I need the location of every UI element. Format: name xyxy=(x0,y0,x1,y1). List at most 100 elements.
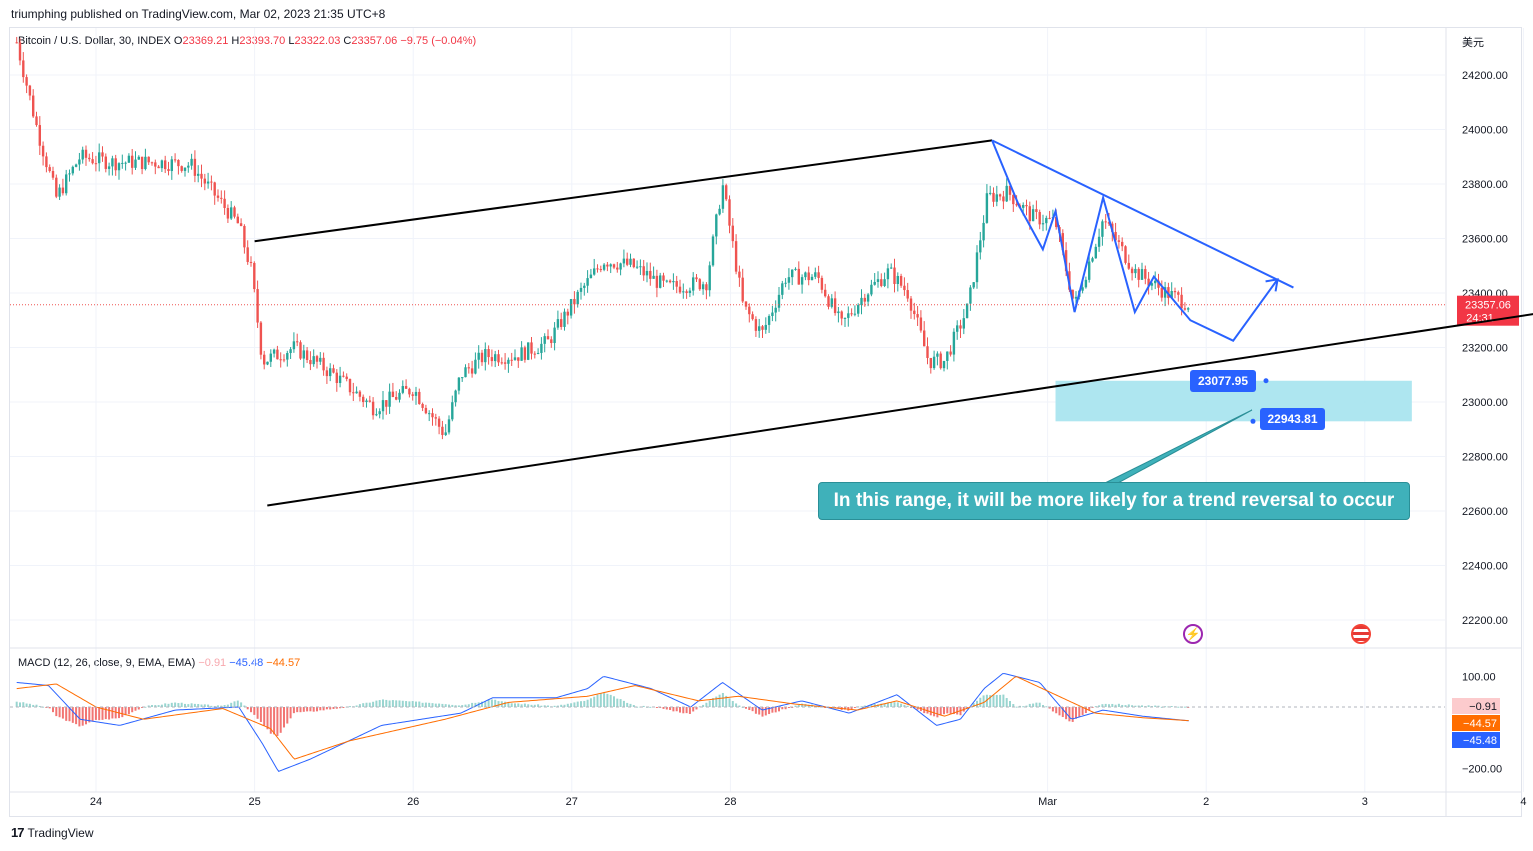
price-tick-label: 23200.00 xyxy=(1462,343,1508,355)
macd-histogram-bar xyxy=(355,705,358,707)
macd-histogram-bar xyxy=(632,705,635,707)
candle-body xyxy=(147,156,150,163)
candle-body xyxy=(213,182,216,196)
macd-line[interactable] xyxy=(16,673,1189,772)
macd-histogram-bar xyxy=(1051,707,1054,712)
candle-body xyxy=(144,156,147,170)
candle-body xyxy=(979,240,982,253)
candle-body xyxy=(688,290,692,293)
candle-body xyxy=(385,400,388,407)
macd-histogram-bar xyxy=(560,704,563,707)
resistance-line[interactable] xyxy=(991,139,1294,289)
macd-histogram-bar xyxy=(223,705,226,707)
macd-histogram-bar xyxy=(642,705,645,707)
candle-body xyxy=(573,298,576,305)
candle-body xyxy=(134,159,137,168)
macd-badge-text: −45.48 xyxy=(1463,735,1497,747)
candle-body xyxy=(25,77,28,86)
candle-body xyxy=(1134,268,1137,274)
candle-body xyxy=(883,279,886,286)
candle-body xyxy=(154,162,157,167)
macd-histogram-bar xyxy=(490,699,493,707)
candle-body xyxy=(124,162,127,164)
macd-histogram-bar xyxy=(507,702,510,707)
candle-body xyxy=(48,167,51,172)
tradingview-logo[interactable]: 17 TradingView xyxy=(11,825,94,840)
candle-body xyxy=(368,400,371,402)
candle-body xyxy=(167,169,170,172)
candle-body xyxy=(266,361,269,365)
macd-histogram-bar xyxy=(728,698,731,707)
macd-histogram-bar xyxy=(299,707,302,713)
macd-histogram-bar xyxy=(283,707,285,728)
macd-histogram-bar xyxy=(65,707,68,721)
macd-histogram-bar xyxy=(1042,705,1044,707)
zone-handle[interactable] xyxy=(1263,378,1269,384)
symbol-name[interactable]: Bitcoin / U.S. Dollar, 30, INDEX xyxy=(18,35,171,47)
trendline[interactable] xyxy=(267,305,1533,507)
macd-histogram-bar xyxy=(48,707,51,709)
candle-body xyxy=(926,346,929,358)
macd-histogram-bar xyxy=(672,707,675,712)
macd-histogram-bar xyxy=(606,693,609,707)
macd-histogram-bar xyxy=(599,693,602,707)
macd-histogram-bar xyxy=(530,704,533,707)
macd-tick-label: −200.00 xyxy=(1462,763,1502,775)
macd-histogram-bar xyxy=(279,707,282,733)
currency-label[interactable]: 美元 xyxy=(1462,37,1484,49)
macd-histogram-bar xyxy=(943,707,945,715)
candle-body xyxy=(1114,231,1117,241)
candle-body xyxy=(467,367,470,369)
candle-body xyxy=(206,181,210,184)
candle-body xyxy=(117,163,121,171)
macd-histogram-bar xyxy=(662,707,665,709)
macd-histogram-bar xyxy=(431,703,434,707)
macd-histogram-bar xyxy=(778,707,780,712)
candle-body xyxy=(791,269,794,278)
macd-histogram-bar xyxy=(160,704,163,707)
candle-body xyxy=(969,287,972,304)
macd-histogram-bar xyxy=(203,704,206,707)
lower-level-label[interactable]: 22943.81 xyxy=(1260,408,1325,430)
candle-body xyxy=(381,400,385,412)
candle-body xyxy=(820,277,824,290)
macd-histogram-bar xyxy=(976,700,978,707)
macd-histogram-bar xyxy=(952,707,955,715)
macd-histogram-bar xyxy=(302,707,305,712)
upper-level-label[interactable]: 23077.95 xyxy=(1190,370,1256,392)
macd-histogram-bar xyxy=(1012,704,1015,707)
candle-body xyxy=(140,156,144,170)
macd-histogram-bar xyxy=(1121,704,1124,707)
zone-handle[interactable] xyxy=(1250,418,1256,424)
bolt-icon[interactable]: ⚡ xyxy=(1183,624,1203,644)
macd-histogram-bar xyxy=(583,700,586,707)
trendline[interactable] xyxy=(254,139,993,243)
signal-line[interactable] xyxy=(16,676,1189,760)
macd-histogram-bar xyxy=(101,707,104,720)
histogram-badge[interactable] xyxy=(1452,698,1500,714)
macd-histogram-bar xyxy=(1084,707,1087,714)
symbol-legend[interactable]: Bitcoin / U.S. Dollar, 30, INDEX O23369.… xyxy=(18,35,476,47)
macd-histogram-bar xyxy=(114,707,117,719)
macd-histogram-bar xyxy=(774,707,777,713)
projection-path[interactable] xyxy=(991,140,1279,342)
candle-body xyxy=(596,268,599,270)
candle-body xyxy=(781,283,784,295)
candle-body xyxy=(338,375,342,384)
candle-body xyxy=(738,271,741,278)
candle-body xyxy=(566,311,569,316)
callout-box[interactable]: In this range, it will be more likely fo… xyxy=(818,482,1410,520)
candle-body xyxy=(985,193,989,223)
candle-body xyxy=(1071,289,1074,299)
macd-histogram-bar xyxy=(603,693,606,707)
signal-badge[interactable] xyxy=(1452,715,1500,731)
us-flag-icon[interactable] xyxy=(1351,624,1371,644)
candle-body xyxy=(332,368,335,373)
macd-badge[interactable] xyxy=(1452,732,1500,748)
candle-body xyxy=(78,159,81,165)
tradingview-logo-icon: 17 xyxy=(11,825,25,840)
macd-histogram-bar xyxy=(675,707,678,712)
candle-body xyxy=(352,392,355,394)
macd-title[interactable]: MACD (12, 26, close, 9, EMA, EMA) xyxy=(18,657,196,669)
